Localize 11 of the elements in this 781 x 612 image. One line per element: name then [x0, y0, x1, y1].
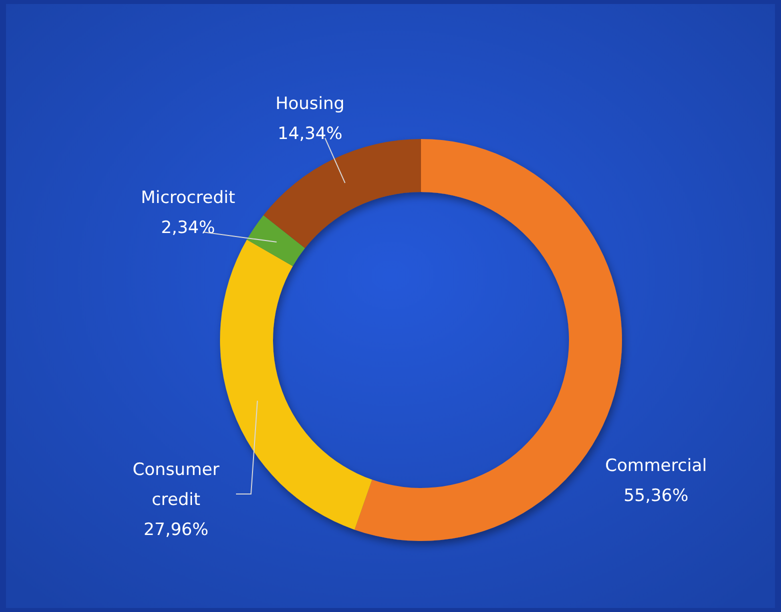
slice-label: Microcredit	[140, 188, 236, 208]
data-label: 55,36%	[624, 486, 688, 506]
data-label: 14,34%	[278, 124, 342, 144]
donut-slice	[246, 215, 305, 266]
data-label: 2,34%	[160, 218, 216, 238]
slice-label: Housing	[275, 94, 345, 114]
slice-label: Consumer credit	[132, 460, 220, 510]
data-label: 27,96%	[144, 520, 208, 540]
slice-label: Commercial	[605, 456, 707, 476]
donut-slice	[263, 139, 421, 248]
donut-slice	[220, 240, 372, 530]
